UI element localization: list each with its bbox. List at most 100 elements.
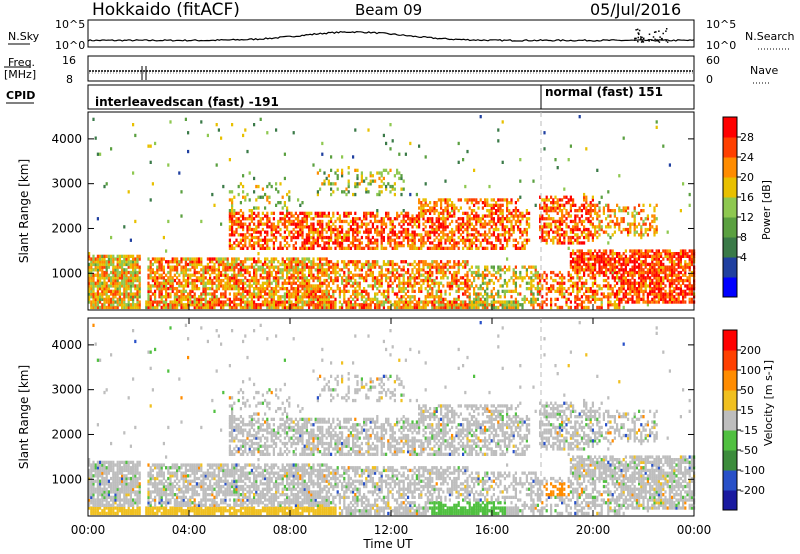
- power-cell: [473, 241, 476, 245]
- power-cell: [279, 241, 282, 245]
- power-cell: [332, 182, 335, 186]
- power-cell: [464, 244, 467, 248]
- power-cell: [596, 254, 599, 258]
- power-cell: [380, 235, 383, 240]
- power-cell: [123, 297, 126, 301]
- power-cell: [246, 149, 249, 154]
- power-cell: [556, 198, 559, 202]
- power-cell: [598, 214, 601, 218]
- power-cell: [525, 209, 528, 213]
- power-cell: [101, 284, 104, 288]
- power-cell: [490, 289, 493, 293]
- power-cell: [433, 295, 436, 299]
- power-cell: [244, 257, 247, 261]
- power-cell: [134, 265, 137, 269]
- power-cell: [228, 198, 231, 202]
- power-cell: [554, 278, 557, 283]
- power-cell: [211, 295, 214, 299]
- power-cell: [578, 303, 581, 307]
- power-cell: [442, 227, 445, 232]
- power-cell: [268, 281, 271, 285]
- power-cell: [620, 287, 623, 291]
- power-cell: [343, 273, 346, 277]
- power-cell: [508, 238, 511, 242]
- power-cell: [556, 201, 559, 205]
- power-cell: [90, 260, 93, 264]
- power-cell: [576, 227, 579, 232]
- power-cell: [356, 262, 359, 267]
- power-cell: [321, 230, 324, 234]
- power-cell: [594, 292, 597, 296]
- power-cell: [237, 287, 240, 291]
- power-cell: [413, 233, 416, 237]
- power-cell: [484, 276, 487, 280]
- power-cell: [578, 262, 581, 267]
- power-cell: [343, 297, 346, 301]
- power-cell: [611, 249, 614, 253]
- power-cell: [479, 198, 482, 202]
- power-cell: [492, 217, 495, 221]
- power-cell: [92, 273, 95, 277]
- power-cell: [354, 281, 357, 285]
- power-cell: [200, 257, 203, 261]
- power-cell: [231, 206, 234, 210]
- power-cell: [275, 278, 278, 283]
- power-cell: [435, 244, 438, 248]
- power-cell: [259, 284, 262, 288]
- power-cell: [457, 222, 460, 226]
- power-cell: [112, 281, 115, 285]
- power-cell: [541, 217, 544, 221]
- power-cell: [479, 241, 482, 245]
- power-cell: [382, 219, 385, 224]
- power-cell: [457, 227, 460, 232]
- power-cell: [171, 268, 174, 272]
- power-cell: [154, 305, 157, 310]
- power-cell: [545, 292, 548, 296]
- power-cell: [352, 217, 355, 221]
- power-cell: [457, 160, 460, 164]
- power-cell: [244, 128, 247, 132]
- power-cell: [627, 211, 630, 215]
- power-cell: [508, 217, 511, 221]
- power-cell: [521, 230, 524, 234]
- power-cell: [123, 278, 126, 283]
- power-cell: [286, 295, 289, 299]
- power-cell: [622, 227, 625, 232]
- power-cell: [473, 300, 476, 304]
- power-cell: [374, 292, 377, 296]
- power-cell: [352, 155, 355, 159]
- power-cell: [499, 295, 502, 299]
- power-cell: [495, 305, 498, 310]
- power-cell: [503, 289, 506, 293]
- power-cell: [156, 300, 159, 304]
- power-cell: [138, 303, 141, 307]
- power-cell: [308, 270, 311, 275]
- power-cell: [235, 295, 238, 299]
- power-cell: [136, 300, 139, 304]
- power-cell: [129, 260, 132, 264]
- power-cell: [459, 262, 462, 267]
- power-cell: [578, 289, 581, 293]
- power-cell: [479, 244, 482, 248]
- noise-search-point: [665, 28, 668, 30]
- power-cell: [583, 281, 586, 285]
- power-cell: [178, 295, 181, 299]
- power-cell: [411, 270, 414, 275]
- power-cell: [455, 297, 458, 301]
- power-cell: [418, 198, 421, 202]
- power-cell: [112, 257, 115, 261]
- power-cell: [349, 246, 352, 250]
- power-cell: [319, 244, 322, 248]
- power-cell: [290, 273, 293, 277]
- power-cell: [228, 158, 231, 162]
- power-cell: [633, 278, 636, 283]
- power-cell: [556, 219, 559, 224]
- power-cell: [215, 300, 218, 304]
- power-cell: [534, 265, 537, 269]
- power-cell: [310, 287, 313, 291]
- power-cell: [180, 268, 183, 272]
- power-cell: [356, 303, 359, 307]
- power-cell: [466, 233, 469, 237]
- power-cell: [138, 292, 141, 296]
- power-cell: [255, 284, 258, 288]
